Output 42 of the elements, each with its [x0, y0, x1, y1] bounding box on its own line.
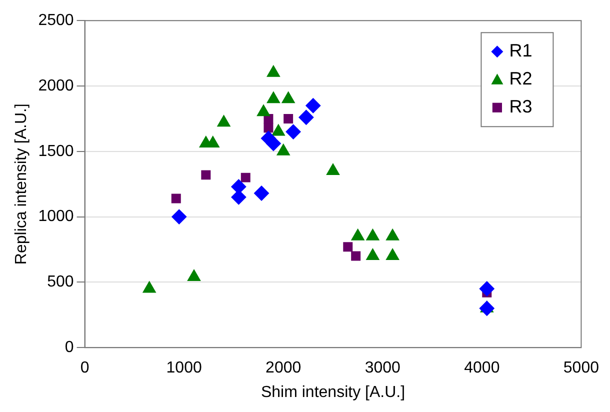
point	[201, 170, 211, 180]
point	[266, 92, 280, 104]
x-tick-label: 4000	[464, 360, 500, 377]
point	[343, 242, 353, 252]
y-tick-label: 0	[64, 339, 74, 356]
point	[284, 114, 294, 124]
point	[366, 248, 380, 260]
point	[386, 248, 400, 260]
x-axis-title: Shim intensity [A.U.]	[260, 384, 406, 401]
point	[256, 104, 270, 116]
point	[266, 65, 280, 77]
y-tick-label: 1500	[38, 142, 74, 160]
point	[326, 164, 340, 176]
point	[240, 172, 250, 182]
point	[286, 124, 301, 140]
point	[266, 136, 281, 152]
y-axis-title: Replica intensity [A.U.]	[13, 104, 30, 265]
y-tick-label: 2500	[38, 12, 74, 30]
x-tick-label: 1000	[166, 360, 202, 377]
y-tick-label: 1000	[38, 208, 74, 226]
legend-label: R1	[509, 40, 532, 61]
point	[479, 300, 494, 316]
x-tick-label: 2000	[266, 360, 302, 377]
point	[282, 92, 295, 104]
point	[171, 194, 181, 204]
legend-label: R3	[509, 96, 532, 117]
point	[276, 144, 290, 156]
y-tick-label: 500	[47, 274, 74, 291]
point	[264, 123, 274, 133]
legend-label: R2	[509, 68, 532, 89]
point	[254, 186, 270, 201]
point	[217, 115, 230, 127]
point	[306, 98, 321, 114]
point	[172, 209, 187, 224]
y-tick-label: 2000	[38, 77, 74, 94]
point	[298, 110, 314, 125]
point	[351, 251, 361, 261]
point	[272, 124, 285, 136]
x-tick-label: 3000	[364, 360, 401, 377]
x-tick-label: 5000	[563, 360, 600, 377]
point	[479, 281, 494, 296]
x-tick-label: 0	[80, 360, 90, 377]
